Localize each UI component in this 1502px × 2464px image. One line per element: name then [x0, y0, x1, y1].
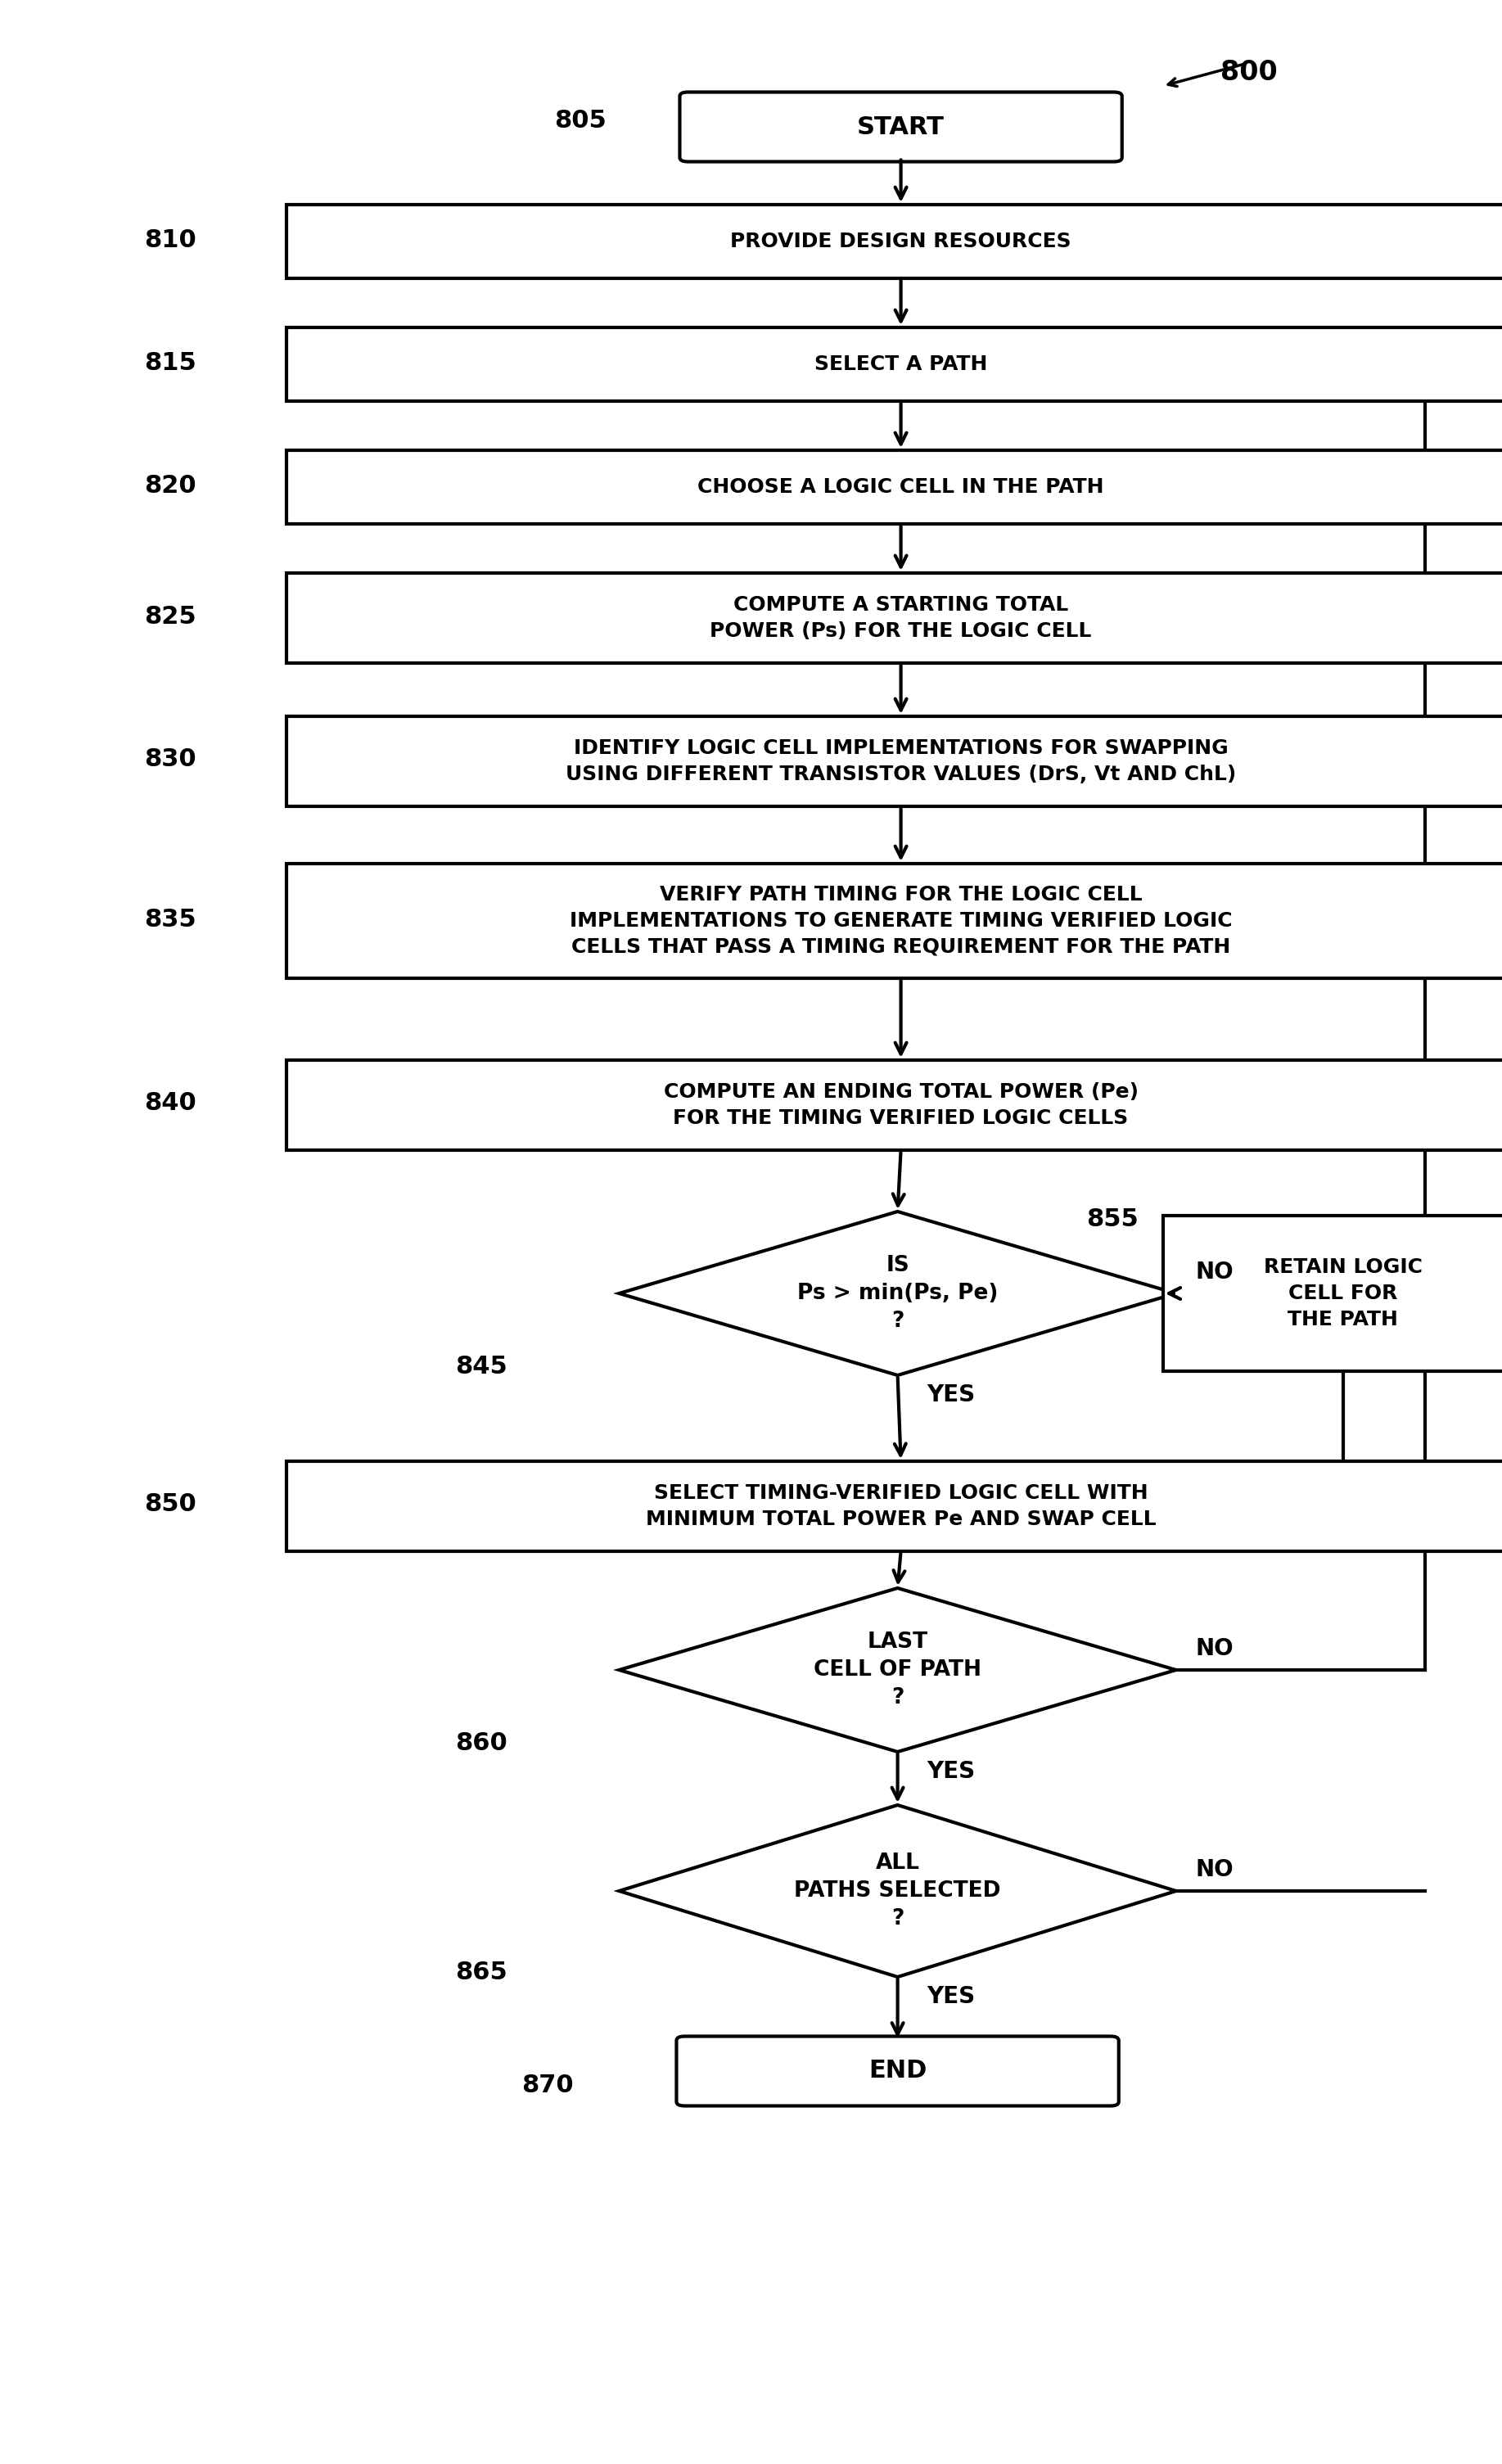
Text: SELECT TIMING-VERIFIED LOGIC CELL WITH
MINIMUM TOTAL POWER Pe AND SWAP CELL: SELECT TIMING-VERIFIED LOGIC CELL WITH M…: [646, 1483, 1157, 1530]
FancyBboxPatch shape: [680, 91, 1122, 163]
Text: NO: NO: [1196, 1636, 1233, 1661]
Text: 820: 820: [144, 473, 197, 498]
Text: LAST
CELL OF PATH
?: LAST CELL OF PATH ?: [814, 1631, 981, 1708]
Polygon shape: [619, 1589, 1176, 1752]
Text: 860: 860: [455, 1732, 508, 1754]
Text: PROVIDE DESIGN RESOURCES: PROVIDE DESIGN RESOURCES: [730, 232, 1071, 251]
Polygon shape: [619, 1806, 1176, 1976]
Text: CHOOSE A LOGIC CELL IN THE PATH: CHOOSE A LOGIC CELL IN THE PATH: [697, 478, 1104, 498]
Text: SELECT A PATH: SELECT A PATH: [814, 355, 987, 375]
Text: 815: 815: [144, 350, 197, 375]
Bar: [287, 205, 1502, 278]
Text: NO: NO: [1196, 1858, 1233, 1880]
Text: YES: YES: [927, 1986, 975, 2008]
Text: 835: 835: [144, 907, 197, 931]
Bar: [287, 717, 1502, 806]
Bar: [1163, 1215, 1502, 1370]
FancyBboxPatch shape: [676, 2035, 1119, 2107]
Bar: [287, 451, 1502, 525]
Text: 825: 825: [144, 604, 197, 628]
Bar: [287, 328, 1502, 402]
Text: 830: 830: [144, 747, 197, 771]
Text: 855: 855: [1086, 1207, 1139, 1232]
Text: NO: NO: [1196, 1262, 1233, 1284]
Text: 810: 810: [144, 229, 197, 251]
Text: 870: 870: [521, 2075, 574, 2097]
Text: START: START: [858, 116, 945, 138]
Text: IS
Ps > min(Ps, Pe)
?: IS Ps > min(Ps, Pe) ?: [798, 1254, 997, 1333]
Bar: [287, 574, 1502, 663]
Text: END: END: [868, 2060, 927, 2082]
Text: YES: YES: [927, 1382, 975, 1407]
Text: VERIFY PATH TIMING FOR THE LOGIC CELL
IMPLEMENTATIONS TO GENERATE TIMING VERIFIE: VERIFY PATH TIMING FOR THE LOGIC CELL IM…: [569, 885, 1232, 956]
Text: COMPUTE A STARTING TOTAL
POWER (Ps) FOR THE LOGIC CELL: COMPUTE A STARTING TOTAL POWER (Ps) FOR …: [710, 596, 1092, 641]
Text: YES: YES: [927, 1759, 975, 1784]
Text: 850: 850: [144, 1493, 197, 1515]
Polygon shape: [619, 1212, 1176, 1375]
Text: 800: 800: [1220, 59, 1277, 86]
Text: 805: 805: [554, 108, 605, 133]
Text: COMPUTE AN ENDING TOTAL POWER (Pe)
FOR THE TIMING VERIFIED LOGIC CELLS: COMPUTE AN ENDING TOTAL POWER (Pe) FOR T…: [664, 1082, 1139, 1129]
Bar: [287, 1461, 1502, 1552]
Text: IDENTIFY LOGIC CELL IMPLEMENTATIONS FOR SWAPPING
USING DIFFERENT TRANSISTOR VALU: IDENTIFY LOGIC CELL IMPLEMENTATIONS FOR …: [566, 739, 1236, 784]
Text: 865: 865: [455, 1961, 508, 1984]
Text: ALL
PATHS SELECTED
?: ALL PATHS SELECTED ?: [795, 1853, 1000, 1929]
Bar: [287, 1060, 1502, 1151]
Text: RETAIN LOGIC
CELL FOR
THE PATH: RETAIN LOGIC CELL FOR THE PATH: [1263, 1257, 1422, 1328]
Text: 845: 845: [455, 1355, 508, 1380]
Text: 840: 840: [144, 1092, 197, 1116]
Bar: [287, 862, 1502, 978]
